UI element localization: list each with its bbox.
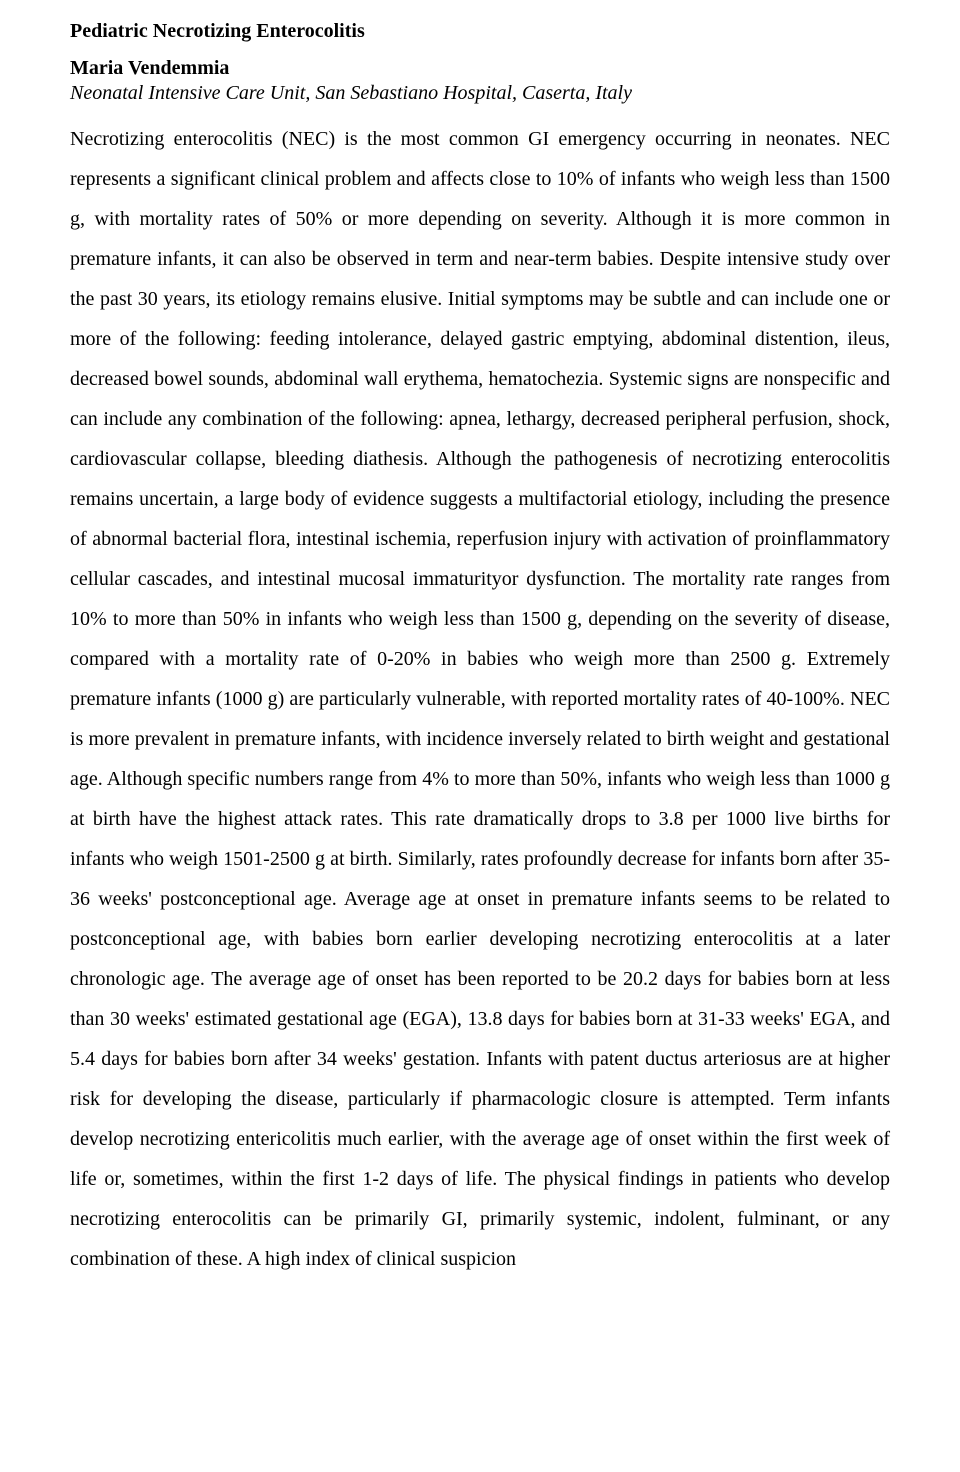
- body-paragraph: Necrotizing enterocolitis (NEC) is the m…: [70, 119, 890, 1279]
- document-title: Pediatric Necrotizing Enterocolitis: [70, 20, 890, 43]
- author-name: Maria Vendemmia: [70, 57, 890, 80]
- author-affiliation: Neonatal Intensive Care Unit, San Sebast…: [70, 82, 890, 105]
- document-page: Pediatric Necrotizing Enterocolitis Mari…: [0, 0, 960, 1472]
